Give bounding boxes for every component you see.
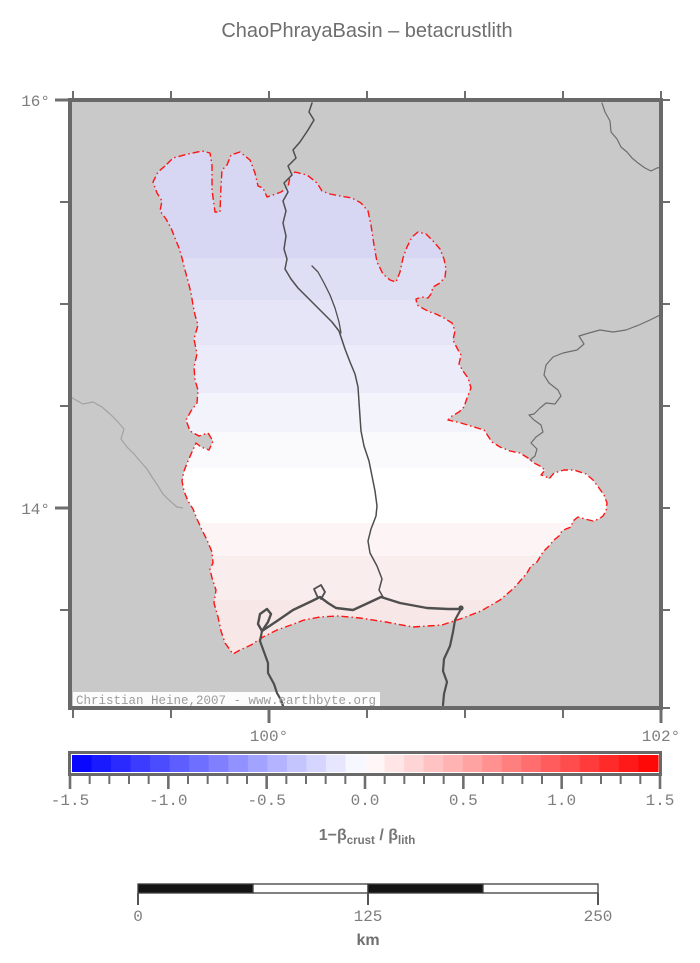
river-tributary	[311, 265, 342, 334]
colorbar-cell	[208, 755, 229, 772]
colorbar-cell	[130, 755, 151, 772]
rivers	[256, 102, 659, 706]
scalebar-label-125: 125	[354, 908, 383, 926]
colorbar-cell	[462, 755, 483, 772]
colorbar-tick-label: -1.0	[149, 792, 187, 810]
colorbar-cell	[306, 755, 327, 772]
colorbar-cell	[404, 755, 425, 772]
scalebar-segment	[367, 883, 484, 894]
colorbar-cell	[111, 755, 132, 772]
river-south-right-branch	[441, 607, 463, 706]
scalebar-segment	[137, 883, 254, 894]
colorbar-tick-label: -0.5	[247, 792, 285, 810]
colorbar-cell	[560, 755, 581, 772]
axis-label-bottom-102: 102°	[642, 728, 680, 746]
colorbar-cell	[423, 755, 444, 772]
caption-part-1: 1−β	[319, 827, 347, 844]
figure-title: ChaoPhrayaBasin – betacrustlith	[221, 20, 512, 42]
colorbar-tick-label: 0.5	[449, 792, 478, 810]
axis-label-bottom-100: 100°	[250, 728, 288, 746]
copyright-text: Christian Heine,2007 - www.earthbyte.org	[76, 694, 376, 708]
colorbar-cell	[91, 755, 112, 772]
scalebar: 0 125 250 km	[133, 883, 613, 949]
scalebar-unit: km	[356, 932, 379, 949]
caption-sub-lith: lith	[398, 835, 415, 847]
colorbar-cell	[325, 755, 347, 772]
colorbar-cell	[286, 755, 307, 772]
river-main	[282, 102, 384, 598]
axis-annotations: 16° 14° 100° 102°	[21, 93, 680, 746]
colorbar-cell	[618, 755, 640, 772]
axis-label-left-14: 14°	[21, 501, 50, 519]
country-border-line	[72, 397, 184, 509]
colorbar-cell	[72, 755, 93, 772]
colorbar-cell	[540, 755, 561, 772]
scalebar-label-0: 0	[133, 908, 143, 926]
caption-sub-crust: crust	[347, 835, 375, 847]
colorbar-cell	[169, 755, 190, 772]
colorbar-cell	[267, 755, 288, 772]
copyright-box	[73, 692, 380, 706]
colorbar-tick-label: 1.5	[646, 792, 675, 810]
colorbar-frame	[68, 751, 662, 776]
basin-polygon	[153, 151, 607, 654]
scalebar-segments	[137, 883, 599, 894]
colorbar-cell	[247, 755, 268, 772]
colorbar-cell	[521, 755, 542, 772]
colorbar-tick-labels: -1.5 -1.0 -0.5 0.0 0.5 1.0 1.5	[51, 792, 675, 810]
scalebar-ticks	[137, 893, 599, 905]
river-top-right	[601, 102, 659, 172]
river-braid-spur	[313, 584, 326, 600]
colorbar-cell	[384, 755, 405, 772]
caption-part-2: / β	[375, 827, 398, 844]
colorbar-ticks	[68, 776, 662, 789]
scalebar-segment	[482, 883, 599, 894]
colorbar-tick-label: 0.0	[351, 792, 380, 810]
river-south-left-branch	[258, 629, 285, 706]
scalebar-label-250: 250	[584, 908, 613, 926]
colorbar-cell	[579, 755, 600, 772]
map-frame	[68, 98, 663, 710]
colorbar-caption: 1−βcrust / βlith	[319, 827, 416, 847]
colorbar-cell	[599, 755, 620, 772]
colorbar-tick-label: -1.5	[51, 792, 89, 810]
axis-label-left-16: 16°	[21, 93, 50, 111]
colorbar-tick-label: 1.0	[547, 792, 576, 810]
colorbar-cell	[228, 755, 249, 772]
colorbar-cell	[482, 755, 503, 772]
scalebar-segment	[252, 883, 369, 894]
colorbar-cell	[150, 755, 171, 772]
colorbar-cell	[365, 755, 386, 772]
map-canvas: Christian Heine,2007 - www.earthbyte.org	[72, 102, 659, 708]
colorbar-cell	[443, 755, 464, 772]
colorbar-cell	[345, 755, 366, 772]
river-right-mid	[528, 314, 659, 461]
basin-outline	[152, 150, 608, 655]
colorbar: -1.5 -1.0 -0.5 0.0 0.5 1.0 1.5 1−βcrust / βlit…	[51, 751, 675, 847]
river-south-braid	[256, 595, 463, 633]
colorbar-cell	[501, 755, 522, 772]
colorbar-cells	[72, 755, 659, 772]
colorbar-cell	[189, 755, 210, 772]
colorbar-cell	[638, 755, 659, 772]
frame-ticks	[55, 91, 670, 723]
